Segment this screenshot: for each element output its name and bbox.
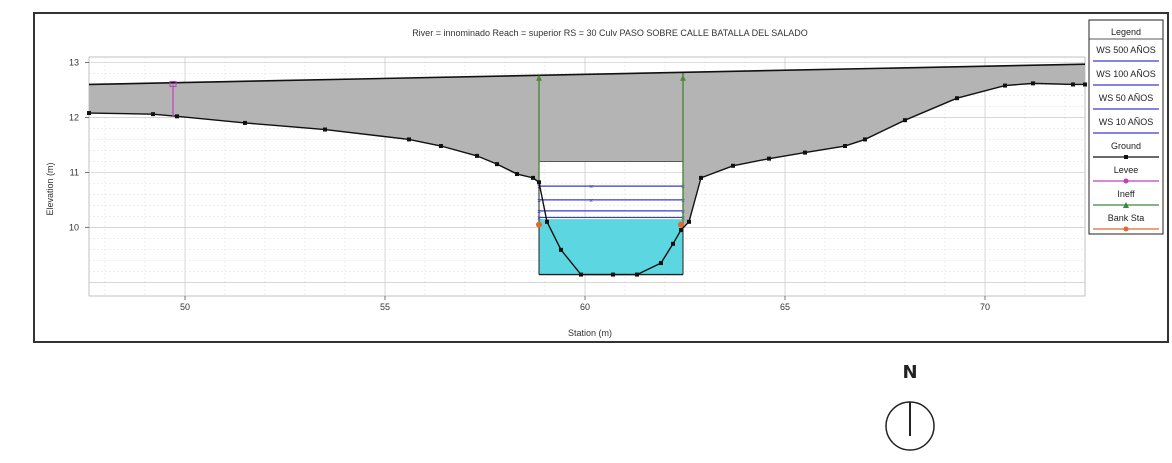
ground-point [323, 127, 327, 132]
ground-point [87, 111, 91, 116]
fill-layer [89, 64, 1085, 275]
legend-entry-label: Ground [1111, 141, 1141, 151]
ground-point [545, 219, 549, 224]
ineff-flow-marker [680, 74, 686, 81]
ground-point [611, 272, 615, 277]
ground-point [515, 172, 519, 177]
y-tick-label: 11 [70, 167, 79, 177]
ground-point [1003, 83, 1007, 88]
bridge-deck [538, 71, 684, 162]
ground-point [475, 153, 479, 158]
compass-icon [885, 401, 935, 451]
lines-layer: ×××××××××× [87, 63, 1087, 277]
ground-point [955, 96, 959, 101]
x-tick-label: 60 [580, 302, 590, 312]
ws-marker: × [589, 198, 593, 205]
legend-box [1088, 19, 1164, 235]
ws-marker: × [537, 198, 541, 205]
legend-title: Legend [1111, 27, 1141, 37]
bank-station-marker [536, 221, 542, 228]
left-embankment-fill [89, 75, 539, 183]
ground-point [659, 261, 663, 266]
y-tick-label: 12 [69, 112, 79, 122]
ground-point [699, 175, 703, 180]
water-fill [539, 219, 683, 275]
ground-point [537, 180, 541, 185]
ws-marker: × [537, 184, 541, 191]
ground-point [439, 144, 443, 149]
levee-marker [169, 80, 177, 87]
tick-labels: 50 55 60 65 70 10 11 12 13 [69, 57, 990, 312]
y-tick-label: 13 [69, 57, 79, 67]
ground-point [1071, 82, 1075, 87]
ws-marker: × [589, 184, 593, 191]
chart-frame: ×××××××××× 50 55 60 65 70 10 11 12 13 River = in… [33, 12, 1169, 343]
ground-point [671, 241, 675, 246]
legend-entry-label: WS 500 AÑOS [1096, 45, 1156, 55]
ground-point [863, 137, 867, 142]
legend: Legend WS 500 AÑOS WS 100 AÑOS WS 50 AÑOS W… [1088, 19, 1164, 235]
cross-section-chart: ×××××××××× 50 55 60 65 70 10 11 12 13 River = in… [45, 19, 1164, 338]
legend-entry-label: Ineff [1117, 189, 1135, 199]
chart-title: River = innominado Reach = superior RS =… [412, 28, 808, 38]
legend-entry-marker [1124, 155, 1128, 159]
bank-station-marker [678, 221, 684, 228]
ground-point [407, 137, 411, 142]
ground-point [903, 118, 907, 123]
ground-point [495, 162, 499, 167]
ground-point [579, 272, 583, 277]
x-tick-label: 55 [380, 302, 390, 312]
ground-point [767, 156, 771, 161]
high-chord-line [88, 63, 1086, 86]
x-tick-label: 65 [780, 302, 790, 312]
ground-point [1031, 81, 1035, 86]
ground-point [243, 120, 247, 125]
ineff-flow-marker [536, 74, 542, 81]
legend-entry-label: WS 10 AÑOS [1099, 117, 1154, 127]
ground-point [803, 150, 807, 155]
ground-point [1083, 82, 1087, 87]
ground-point [679, 228, 683, 233]
ws-marker: × [537, 209, 541, 216]
legend-entry-marker [1123, 202, 1129, 208]
ground-point [559, 247, 563, 252]
north-arrow: N [882, 362, 938, 462]
x-axis-label: Station (m) [568, 328, 612, 338]
legend-entry-label: Levee [1114, 165, 1139, 175]
legend-entry-label: WS 100 AÑOS [1096, 69, 1156, 79]
legend-entry-label: WS 50 AÑOS [1099, 93, 1154, 103]
ground-point [175, 114, 179, 119]
x-tick-label: 50 [180, 302, 190, 312]
right-embankment-fill [683, 64, 1085, 229]
ground-point [635, 272, 639, 277]
plot-area [88, 56, 1086, 297]
ws-marker: × [537, 215, 541, 222]
legend-entry-marker [1123, 178, 1129, 184]
ground-point [687, 219, 691, 224]
ground-point [731, 163, 735, 168]
ground-point [843, 144, 847, 149]
ground-point [531, 175, 535, 180]
north-label: N [902, 362, 918, 383]
legend-entry-marker [1123, 226, 1129, 232]
ground-point [151, 112, 155, 117]
x-tick-label: 70 [980, 302, 990, 312]
y-axis-label: Elevation (m) [45, 162, 55, 215]
legend-entry-label: Bank Sta [1108, 213, 1145, 223]
y-tick-label: 10 [69, 222, 79, 232]
